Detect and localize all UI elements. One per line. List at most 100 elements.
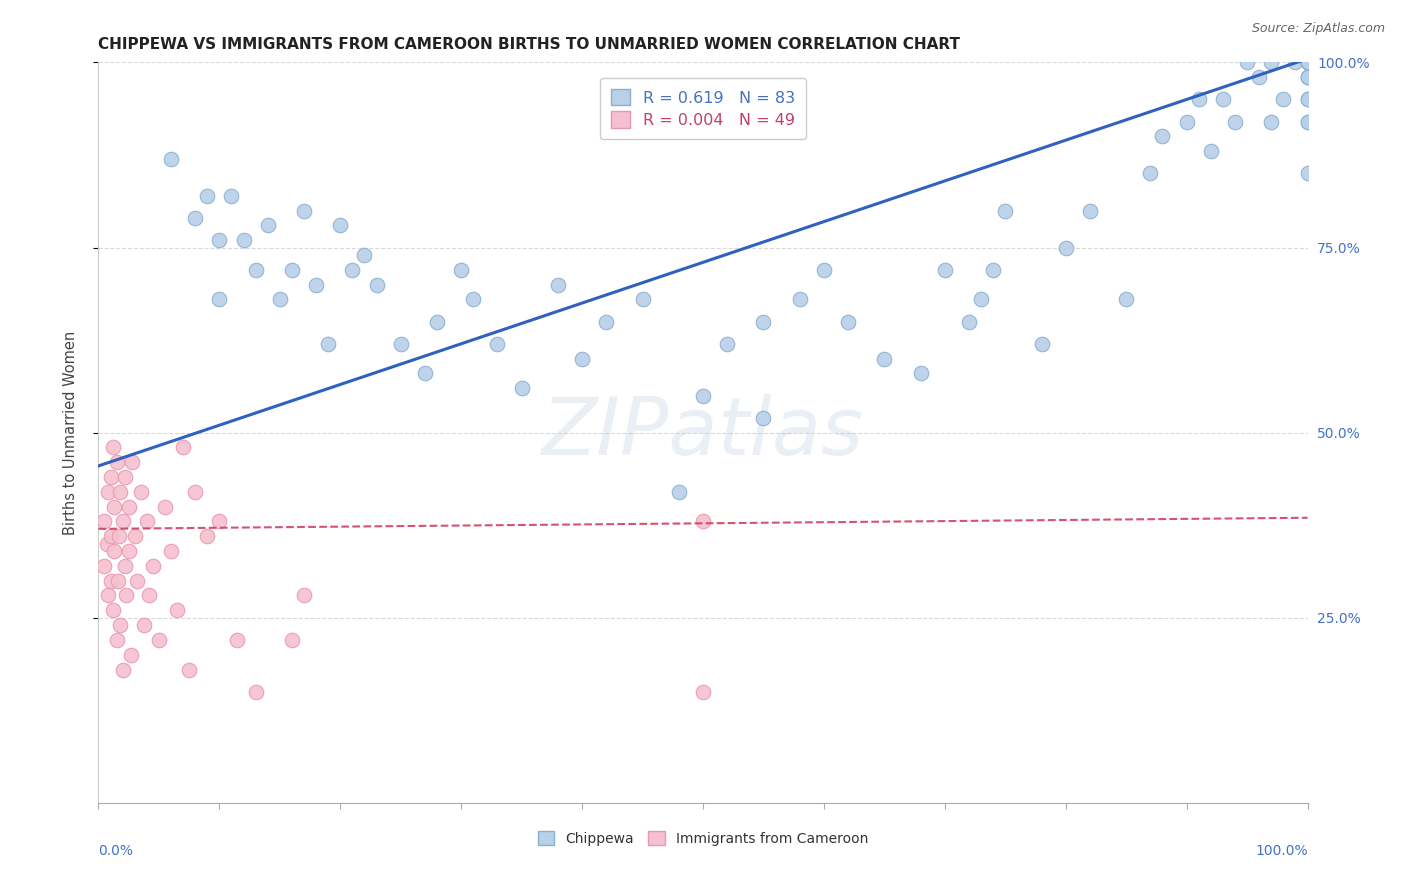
Point <box>111 663 134 677</box>
Point <box>153 500 176 514</box>
Point <box>172 441 194 455</box>
Point <box>245 685 267 699</box>
Point <box>100 529 122 543</box>
Point <box>93 515 115 529</box>
Point <box>692 388 714 402</box>
Point <box>1260 55 1282 70</box>
Point <box>1199 145 1222 159</box>
Point <box>108 529 131 543</box>
Point <box>101 603 124 617</box>
Point <box>100 574 122 588</box>
Text: 0.0%: 0.0% <box>98 844 134 857</box>
Point <box>195 188 218 202</box>
Point <box>1260 114 1282 128</box>
Point <box>957 314 980 328</box>
Point <box>108 618 131 632</box>
Point <box>305 277 328 292</box>
Point <box>96 536 118 550</box>
Point <box>160 152 183 166</box>
Point <box>1296 55 1319 70</box>
Point <box>103 500 125 514</box>
Point <box>752 314 775 328</box>
Point <box>970 293 993 307</box>
Point <box>692 515 714 529</box>
Point <box>1296 55 1319 70</box>
Point <box>910 367 932 381</box>
Point <box>837 314 859 328</box>
Point <box>1296 55 1319 70</box>
Point <box>571 351 593 366</box>
Point <box>135 515 157 529</box>
Text: ZIPatlas: ZIPatlas <box>541 393 865 472</box>
Point <box>292 589 315 603</box>
Point <box>120 648 142 662</box>
Point <box>101 441 124 455</box>
Point <box>105 632 128 647</box>
Point <box>1296 70 1319 85</box>
Point <box>208 293 231 307</box>
Point <box>752 410 775 425</box>
Point <box>195 529 218 543</box>
Point <box>138 589 160 603</box>
Point <box>105 455 128 469</box>
Point <box>226 632 249 647</box>
Point <box>184 484 207 499</box>
Point <box>1054 240 1077 255</box>
Point <box>114 470 136 484</box>
Point <box>994 203 1017 218</box>
Text: CHIPPEWA VS IMMIGRANTS FROM CAMEROON BIRTHS TO UNMARRIED WOMEN CORRELATION CHART: CHIPPEWA VS IMMIGRANTS FROM CAMEROON BIR… <box>98 37 960 52</box>
Point <box>316 336 339 351</box>
Point <box>1078 203 1101 218</box>
Text: 100.0%: 100.0% <box>1256 844 1308 857</box>
Point <box>1296 55 1319 70</box>
Point <box>269 293 291 307</box>
Point <box>245 262 267 277</box>
Point <box>124 529 146 543</box>
Point <box>1296 92 1319 106</box>
Point <box>107 574 129 588</box>
Point <box>93 558 115 573</box>
Point <box>873 351 896 366</box>
Point <box>450 262 472 277</box>
Point <box>981 262 1004 277</box>
Point <box>463 293 485 307</box>
Point <box>1296 114 1319 128</box>
Point <box>1296 55 1319 70</box>
Point <box>1296 166 1319 180</box>
Point <box>1272 92 1295 106</box>
Point <box>1249 70 1271 85</box>
Point <box>108 484 131 499</box>
Point <box>1188 92 1211 106</box>
Point <box>1296 55 1319 70</box>
Point <box>221 188 243 202</box>
Point <box>1139 166 1161 180</box>
Point <box>1296 55 1319 70</box>
Point <box>366 277 388 292</box>
Point <box>934 262 956 277</box>
Point <box>1296 55 1319 70</box>
Point <box>1296 55 1319 70</box>
Point <box>160 544 183 558</box>
Point <box>142 558 165 573</box>
Point <box>179 663 201 677</box>
Point <box>1152 129 1174 144</box>
Point <box>1223 114 1246 128</box>
Point <box>547 277 569 292</box>
Point <box>114 558 136 573</box>
Point <box>595 314 617 328</box>
Text: Source: ZipAtlas.com: Source: ZipAtlas.com <box>1251 22 1385 36</box>
Point <box>184 211 207 225</box>
Point <box>281 262 304 277</box>
Point <box>100 470 122 484</box>
Point <box>121 455 143 469</box>
Point <box>118 544 141 558</box>
Point <box>342 262 364 277</box>
Point <box>118 500 141 514</box>
Point <box>1296 114 1319 128</box>
Point <box>292 203 315 218</box>
Point <box>134 618 156 632</box>
Legend: Chippewa, Immigrants from Cameroon: Chippewa, Immigrants from Cameroon <box>533 825 873 851</box>
Point <box>97 484 120 499</box>
Point <box>1296 55 1319 70</box>
Point <box>426 314 449 328</box>
